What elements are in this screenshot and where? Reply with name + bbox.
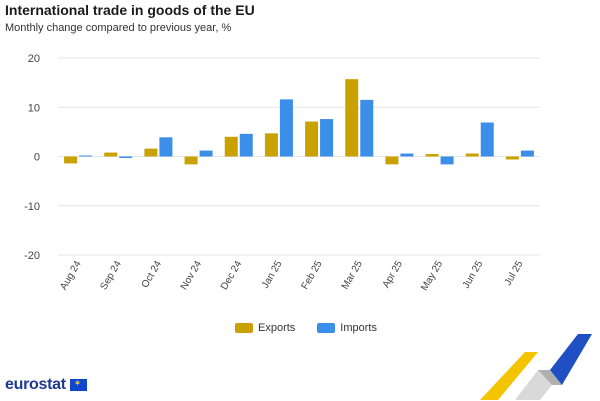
- chart-title: International trade in goods of the EU: [5, 2, 255, 18]
- y-tick-label: 0: [34, 152, 40, 164]
- bar-imports[interactable]: [199, 150, 213, 157]
- bar-exports[interactable]: [505, 156, 519, 160]
- bars: [64, 79, 534, 165]
- bar-exports[interactable]: [184, 156, 198, 165]
- bar-imports[interactable]: [279, 99, 293, 157]
- bar-chart: -20 -10 0 10 20 Aug 24 Sep 24 Oct 24 Nov 24 Dec …: [24, 53, 540, 293]
- bar-imports[interactable]: [159, 137, 173, 157]
- bar-imports[interactable]: [520, 150, 534, 157]
- x-tick-label: Sep 24: [98, 259, 124, 292]
- bar-imports[interactable]: [320, 119, 334, 157]
- chart-legend: Exports Imports: [235, 322, 377, 334]
- y-tick-label: 10: [28, 102, 40, 114]
- bar-exports[interactable]: [345, 79, 359, 157]
- x-axis: Aug 24 Sep 24 Oct 24 Nov 24 Dec 24 Jan 25 Feb …: [58, 259, 525, 293]
- bar-imports[interactable]: [440, 156, 454, 165]
- bar-imports[interactable]: [480, 122, 494, 157]
- x-tick-label: Apr 25: [381, 259, 405, 290]
- bar-exports[interactable]: [385, 156, 399, 165]
- bar-exports[interactable]: [465, 153, 479, 157]
- bar-exports[interactable]: [224, 136, 238, 157]
- bar-imports[interactable]: [400, 153, 414, 157]
- bar-exports[interactable]: [144, 148, 158, 157]
- bar-imports[interactable]: [79, 155, 93, 157]
- x-tick-label: Jun 25: [461, 259, 486, 291]
- bar-exports[interactable]: [104, 152, 118, 157]
- legend-label-imports: Imports: [340, 322, 377, 334]
- x-tick-label: May 25: [419, 259, 445, 293]
- bar-imports[interactable]: [119, 156, 133, 158]
- legend-item-exports[interactable]: Exports: [235, 322, 295, 334]
- y-tick-label: -10: [24, 201, 40, 213]
- x-tick-label: Nov 24: [179, 259, 205, 292]
- imports-swatch: [317, 323, 336, 333]
- eurostat-logo[interactable]: eurostat: [5, 376, 87, 394]
- x-tick-label: Dec 24: [219, 259, 245, 292]
- bar-exports[interactable]: [64, 156, 78, 164]
- logo-text: eurostat: [5, 376, 66, 393]
- bar-exports[interactable]: [425, 154, 439, 157]
- chevron-ribbon-icon: [480, 334, 592, 400]
- eu-flag-icon: [69, 378, 87, 391]
- y-tick-label: -20: [24, 250, 40, 262]
- x-tick-label: Feb 25: [300, 259, 325, 292]
- exports-swatch: [235, 323, 253, 333]
- x-tick-label: Jul 25: [503, 259, 526, 288]
- bar-exports[interactable]: [305, 121, 319, 157]
- x-tick-label: Mar 25: [340, 259, 365, 292]
- x-tick-label: Jan 25: [260, 259, 285, 291]
- legend-item-imports[interactable]: Imports: [317, 322, 377, 334]
- chart-subtitle: Monthly change compared to previous year…: [5, 22, 232, 34]
- bar-exports[interactable]: [264, 133, 278, 157]
- x-tick-label: Aug 24: [58, 259, 84, 292]
- x-tick-label: Oct 24: [140, 259, 164, 290]
- legend-label-exports: Exports: [258, 322, 296, 334]
- y-axis: -20 -10 0 10 20: [24, 53, 40, 262]
- chart-grid: [58, 57, 540, 256]
- y-tick-label: 20: [28, 53, 40, 65]
- bar-imports[interactable]: [239, 133, 253, 157]
- bar-imports[interactable]: [360, 99, 374, 157]
